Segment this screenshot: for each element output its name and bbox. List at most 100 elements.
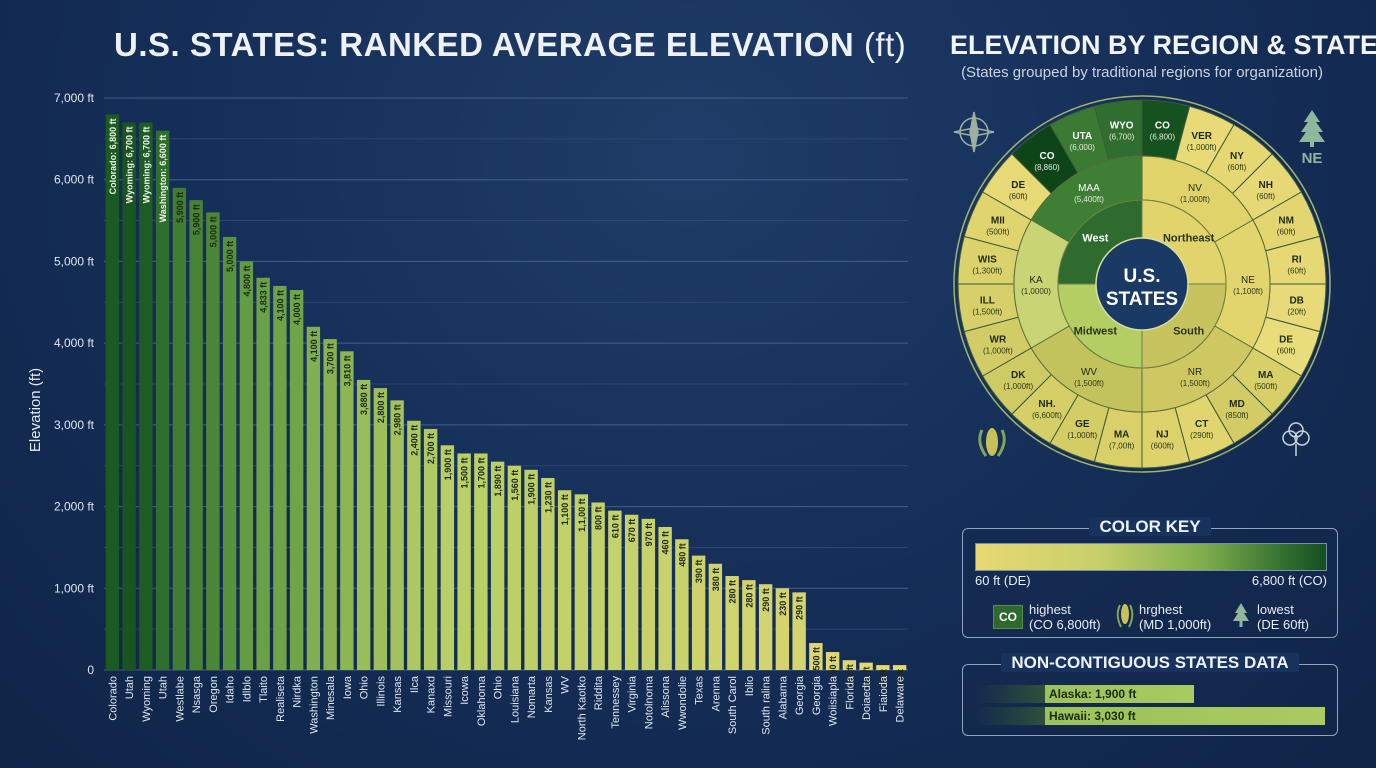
bar-value-label: 1,900 ft [527, 474, 537, 505]
bar [206, 212, 220, 670]
sunburst-outer-label: CT [1195, 419, 1208, 430]
key-item-mid-line2: (MD 1,000ft) [1139, 617, 1212, 632]
bar [390, 400, 404, 670]
color-key-title: COLOR KEY [1089, 517, 1211, 536]
bar [490, 461, 505, 670]
bar-value-label: 290 ft [761, 588, 771, 612]
y-tick-label: 2,000 ft [54, 500, 95, 514]
bar-value-label: 2,980 ft [393, 404, 403, 435]
bar [742, 580, 756, 670]
x-tick-label: Iblio [744, 676, 756, 696]
x-tick-label: Georgia [811, 675, 823, 715]
bar-value-label: 5,900 ft [175, 192, 185, 223]
x-tick-label: Alabama [777, 675, 789, 719]
sunburst-outer-label: VER [1191, 131, 1212, 142]
x-tick-label: Delaware [895, 676, 907, 722]
bar-chart: 0 1,000 ft 2,000 ft 3,000 ft 4,000 ft 5,000 f… [27, 91, 908, 740]
color-key-item-lowest: lowest (DE 60ft) [1257, 602, 1309, 632]
sunburst-outer-label: NH [1259, 180, 1273, 191]
hawaii-label: Hawaii: 3,030 ft [1049, 709, 1136, 723]
sunburst-region-label: South [1173, 326, 1204, 338]
key-item-highest-line2: (CO 6,800ft) [1029, 617, 1101, 632]
x-tick-label: Utah [124, 676, 136, 699]
bar-value-label: 100 ft [862, 667, 872, 691]
sunburst-inner-label: WV [1081, 367, 1097, 378]
sunburst-center-line2: STATES [1106, 289, 1178, 310]
highest-swatch: CO [993, 605, 1023, 629]
chart-title-text: U.S. STATES: RANKED AVERAGE ELEVATION [114, 26, 855, 63]
sunburst-outer-ring: CO(6,800) VER(1,000ft)NY(60ft)NH(60ft)NM(… [953, 95, 1331, 473]
bar-value-label: 1,500 ft [460, 457, 470, 488]
color-gradient-bar [975, 543, 1327, 571]
bar-value-label: 100 ft [845, 664, 855, 688]
sunburst-outer-value: (500ft) [986, 227, 1009, 236]
sunburst-outer-value: (500ft) [1254, 382, 1277, 391]
x-tick-label: Doiaedta [861, 675, 873, 720]
x-tick-label: Kansas [543, 676, 555, 713]
bar-value-label: 5,900 ft [192, 204, 202, 235]
bar-value-label: Wyoming: 6,700 ft [141, 127, 151, 204]
sunburst-border [953, 95, 1331, 473]
bar-value-label: 60 ft [878, 669, 888, 688]
sunburst-outer-value: (6,000) [1070, 143, 1096, 152]
y-tick-label: 3,000 ft [54, 418, 95, 432]
x-tick-label: Idaho [225, 676, 237, 704]
chart-title: U.S. STATES: RANKED AVERAGE ELEVATION (f… [114, 26, 906, 64]
bar-value-label: 60 ft [828, 656, 838, 675]
x-tick-label: WV [560, 675, 572, 693]
sunburst-center: U.S. STATES [1095, 237, 1189, 331]
bar-value-label: Washington: 6,600 ft [158, 135, 168, 223]
bar-value-label: 4,800 ft [242, 265, 252, 296]
sunburst-outer-value: (6,800) [1150, 132, 1176, 141]
x-tick-label: Wwondolie [677, 676, 689, 730]
color-key-panel: COLOR KEY 60 ft (DE) 6,800 ft (CO) CO hi… [962, 517, 1338, 638]
x-tick-label: Riddita [593, 675, 605, 710]
bar-value-label: 1,700 ft [476, 457, 486, 488]
pine-tree-icon [1299, 110, 1325, 147]
sunburst-outer-value: (1,500ft) [972, 307, 1002, 316]
bar [574, 494, 589, 670]
sunburst-outer-value: (60ft) [1228, 163, 1247, 172]
bar-value-label: 290 ft [795, 596, 805, 620]
sunburst-outer-value: (8,860) [1034, 163, 1060, 172]
sunburst-outer-label: WR [990, 335, 1007, 346]
sunburst-outer-label: MD [1229, 399, 1245, 410]
y-tick-label: 7,000 ft [54, 91, 95, 105]
bar [708, 563, 723, 670]
y-tick-label: 4,000 ft [54, 336, 95, 350]
bar-value-label: 4,100 ft [309, 331, 319, 362]
corn-icon [1116, 604, 1134, 628]
x-tick-label: Ilca [409, 675, 421, 693]
bar-value-label: 2,800 ft [376, 392, 386, 423]
bar [239, 261, 254, 670]
bar [691, 555, 706, 670]
y-tick-label: 1,000 ft [54, 581, 95, 595]
bar [155, 130, 170, 670]
sunburst-outer-value: (60ft) [1287, 267, 1306, 276]
hawaii-bar: Hawaii: 3,030 ft [1045, 707, 1325, 725]
x-tick-label: Missouri [442, 676, 454, 717]
bar [825, 652, 840, 670]
bar-value-label: 800 ft [594, 506, 604, 530]
sunburst-outer-value: (600ft) [1151, 442, 1174, 451]
bar [139, 122, 153, 670]
sunburst-center-line1: U.S. [1124, 266, 1161, 287]
bar [172, 187, 187, 670]
color-key-max-label: 6,800 ft (CO) [1251, 573, 1327, 588]
color-key-item-highest: highest (CO 6,800ft) [1029, 602, 1101, 632]
sunburst-inner-value: (5,400ft) [1074, 195, 1104, 204]
x-tick-label: Westlabe [174, 676, 186, 722]
bar-value-label: 4,833 ft [259, 282, 269, 313]
sunburst-outer-value: (290ft) [1190, 431, 1213, 440]
x-tick-label: Utah [158, 676, 170, 699]
bar [407, 420, 421, 670]
x-tick-label: Tennessey [610, 676, 622, 729]
bar [474, 453, 488, 670]
bar [842, 660, 857, 670]
bar [876, 665, 890, 670]
bar-value-label: 500 ft [811, 647, 821, 671]
sunburst-outer-value: (1,000ft) [1187, 143, 1217, 152]
bar [256, 277, 270, 670]
bar-value-label: 460 ft [661, 531, 671, 555]
sunburst-outer-value: (850ft) [1225, 411, 1248, 420]
